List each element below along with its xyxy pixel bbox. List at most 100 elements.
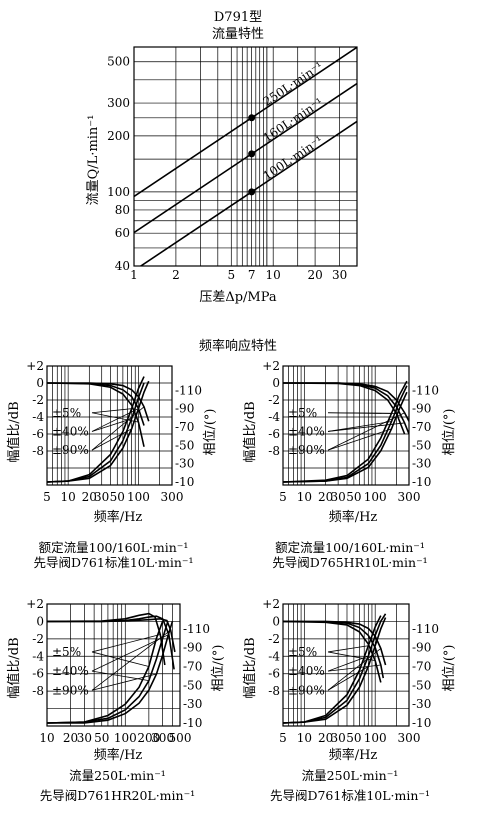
panel-phase-tick: -50 bbox=[175, 438, 194, 452]
panel-frame bbox=[46, 365, 173, 486]
panel-phase-tick: -30 bbox=[175, 457, 194, 471]
panel-x-axis-label: 频率/Hz bbox=[329, 747, 378, 763]
panel-phase-tick: -70 bbox=[183, 660, 202, 674]
flow-y-tick-label: 80 bbox=[115, 203, 130, 217]
panel-amplitude-tick: +2 bbox=[26, 597, 44, 611]
panel-amplitude-tick: -2 bbox=[32, 632, 44, 646]
panel-x-tick: 10 bbox=[297, 731, 312, 745]
panel-legend-leader bbox=[327, 655, 369, 672]
panel-phase-tick: -110 bbox=[183, 622, 210, 636]
panel-x-tick: 30 bbox=[330, 731, 345, 745]
panel-legend-label: ±5% bbox=[288, 645, 317, 659]
panel-x-tick: 50 bbox=[110, 490, 125, 504]
panel-phase-tick: -90 bbox=[412, 641, 431, 655]
panel-frame bbox=[282, 365, 410, 486]
panel-phase-tick: -110 bbox=[175, 383, 202, 397]
panel-phase-tick: -10 bbox=[175, 475, 194, 489]
flow-x-tick-label: 2 bbox=[172, 268, 180, 282]
panel-x-tick: 50 bbox=[346, 490, 361, 504]
flow-grid bbox=[133, 46, 358, 267]
panel-x-tick: 10 bbox=[39, 731, 54, 745]
panel-legend-label: ±5% bbox=[52, 645, 81, 659]
flow-characteristic-chart: D791型 流量特性 1 2 5 7 10 20 30406080100200300500 … bbox=[86, 10, 358, 305]
panel-phase-tick: -70 bbox=[412, 420, 431, 434]
panel-legend-leader bbox=[327, 412, 392, 414]
panel-caption-line2: 先导阀D765HR10L·min⁻¹ bbox=[272, 555, 427, 570]
panel-phase-curve bbox=[47, 380, 150, 483]
panel-caption-line1: 额定流量100/160L·min⁻¹ bbox=[39, 540, 189, 555]
flow-y-tick-label: 200 bbox=[107, 129, 130, 143]
panel-x-tick: 100 bbox=[364, 731, 387, 745]
panel-legend-leader bbox=[327, 648, 382, 691]
panel-legend-leader bbox=[327, 666, 369, 691]
panel-phase-tick: -50 bbox=[412, 678, 431, 692]
flow-y-tick-label: 300 bbox=[107, 96, 130, 110]
flow-x-tick-label: 5 bbox=[227, 268, 235, 282]
panel-x-tick: 500 bbox=[169, 731, 192, 745]
panel-legend-leader bbox=[91, 634, 170, 672]
panel-phase-tick: -70 bbox=[175, 420, 194, 434]
panel-amplitude-tick: -6 bbox=[32, 667, 44, 681]
panel-amplitude-curve bbox=[283, 620, 387, 666]
panel-amplitude-tick: -6 bbox=[268, 427, 280, 441]
panel-legend-leader bbox=[91, 418, 132, 432]
panel-caption-line2: 先导阀D761标准10L·min⁻¹ bbox=[33, 555, 193, 570]
panel-amplitude-tick: 0 bbox=[272, 376, 280, 390]
panel-x-tick: 30 bbox=[330, 490, 345, 504]
panel-phase-curve bbox=[283, 391, 408, 483]
panel-amplitude-tick: -6 bbox=[268, 667, 280, 681]
panel-phase-tick: -90 bbox=[183, 641, 202, 655]
panel-frame bbox=[46, 603, 181, 727]
panel-x-axis-label: 频率/Hz bbox=[94, 509, 143, 525]
panel-x-tick: 5 bbox=[279, 490, 287, 504]
panel-x-tick: 300 bbox=[398, 731, 421, 745]
panel-x-tick: 5 bbox=[279, 731, 287, 745]
flow-y-tick-label: 60 bbox=[115, 226, 130, 240]
panel-amplitude-tick: -8 bbox=[268, 684, 280, 698]
panel-caption-line1: 流量250L·min⁻¹ bbox=[302, 768, 399, 783]
panel-phase-tick: -30 bbox=[412, 457, 431, 471]
panel-x-tick: 20 bbox=[318, 731, 333, 745]
panel-left-axis-label: 幅值比/dB bbox=[242, 401, 258, 462]
panel-frame bbox=[282, 603, 410, 727]
panel-legend-label: ±40% bbox=[288, 664, 325, 678]
panel-legend-leader bbox=[91, 408, 139, 432]
panel-caption-line1: 流量250L·min⁻¹ bbox=[69, 768, 166, 783]
flow-y-tick-label: 40 bbox=[115, 259, 130, 273]
flow-y-axis-label: 流量Q/L·min⁻¹ bbox=[86, 115, 101, 206]
panel-x-tick: 300 bbox=[151, 731, 174, 745]
panel-phase-tick: -30 bbox=[183, 697, 202, 711]
flow-x-tick-label: 7 bbox=[248, 268, 256, 282]
panel-x-tick: 50 bbox=[94, 731, 109, 745]
panel-legend-label: ±90% bbox=[288, 443, 325, 457]
panel-left-axis-label: 幅值比/dB bbox=[242, 637, 258, 698]
panel-amplitude-tick: 0 bbox=[36, 376, 44, 390]
panel-right-axis-label: 相位/(°) bbox=[442, 408, 457, 455]
panel-phase-curve bbox=[283, 380, 408, 483]
panel-amplitude-tick: 0 bbox=[272, 614, 280, 628]
panel-phase-tick: -10 bbox=[412, 716, 431, 730]
panel-legend-leader bbox=[91, 428, 132, 451]
panel-phase-curve bbox=[47, 621, 174, 724]
panel-amplitude-curve bbox=[283, 382, 409, 422]
panel-x-tick: 200 bbox=[137, 731, 160, 745]
panel-legend-leader bbox=[327, 412, 405, 451]
panel-phase-tick: -90 bbox=[175, 402, 194, 416]
panel-x-tick: 10 bbox=[297, 490, 312, 504]
flow-plot-frame bbox=[133, 46, 358, 267]
panel-phase-tick: -70 bbox=[412, 660, 431, 674]
panel-legend-leader bbox=[91, 406, 145, 451]
panel-amplitude-tick: -8 bbox=[268, 444, 280, 458]
panel-right-axis-label: 相位/(°) bbox=[203, 408, 218, 455]
panel-phase-tick: -110 bbox=[412, 383, 439, 397]
panel-caption-line2: 先导阀D761标准10L·min⁻¹ bbox=[270, 788, 430, 803]
panel-x-tick: 100 bbox=[364, 490, 387, 504]
panel-x-tick: 30 bbox=[94, 490, 109, 504]
panel-legend-leader bbox=[91, 412, 139, 423]
panel-x-tick: 50 bbox=[346, 731, 361, 745]
panel-x-axis-label: 频率/Hz bbox=[329, 509, 378, 525]
panel-legend-leader bbox=[327, 664, 381, 672]
